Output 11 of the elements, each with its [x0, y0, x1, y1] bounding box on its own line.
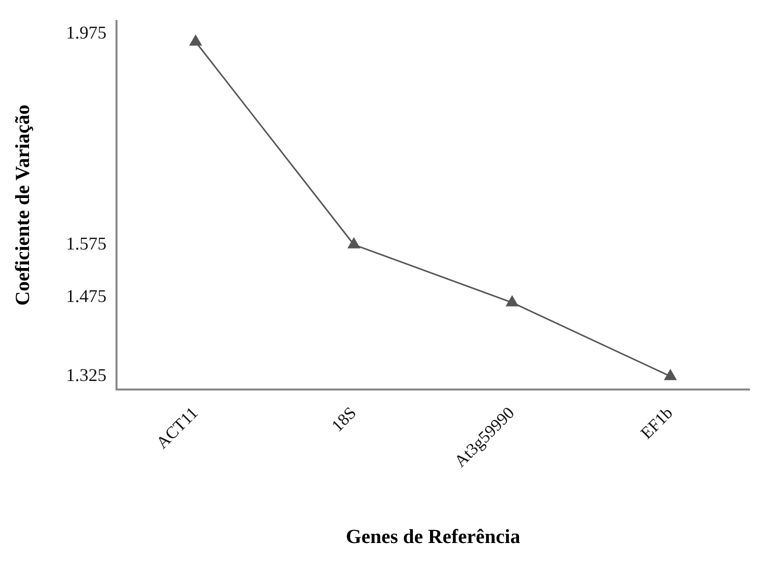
- x-axis-title: Genes de Referência: [346, 526, 520, 548]
- y-tick-label: 1.575: [66, 233, 106, 254]
- point: [348, 238, 360, 248]
- x-tick-label: 18S: [328, 403, 360, 436]
- point: [190, 35, 202, 46]
- y-tick-label: 1.975: [66, 22, 106, 43]
- y-tick-label: 1.475: [66, 286, 106, 306]
- point: [664, 370, 676, 380]
- y-tick-label: 1.325: [66, 365, 106, 386]
- point: [506, 296, 518, 306]
- y-axis-title: Coeficiente de Variação: [12, 104, 34, 306]
